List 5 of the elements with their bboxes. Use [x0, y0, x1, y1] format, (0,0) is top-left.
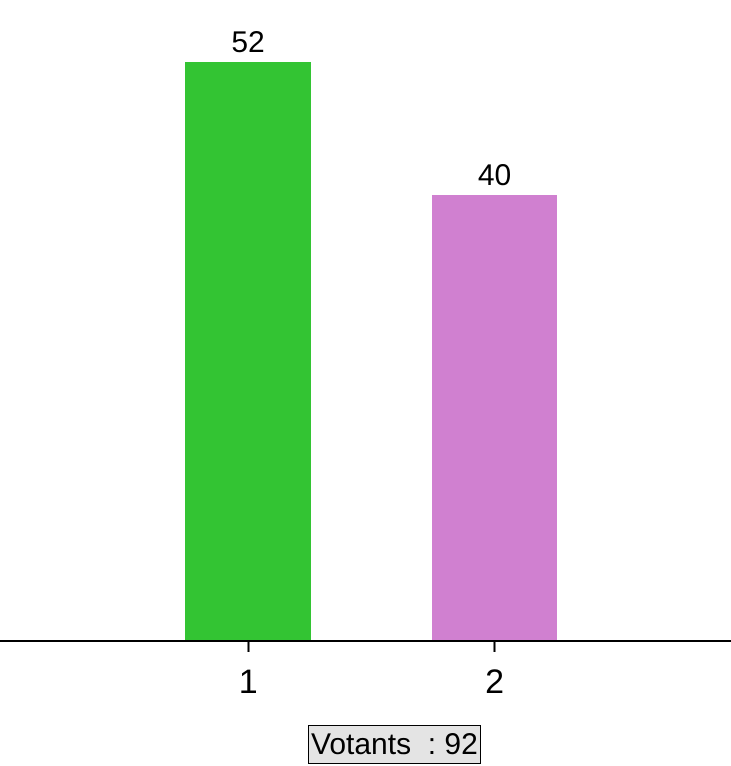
text: Votants : 92 [311, 728, 478, 761]
data-label: 52 [231, 26, 265, 59]
x-tick-label: 2 [485, 662, 504, 701]
x-tick-label: 1 [238, 662, 258, 701]
data-label: 40 [478, 159, 512, 192]
